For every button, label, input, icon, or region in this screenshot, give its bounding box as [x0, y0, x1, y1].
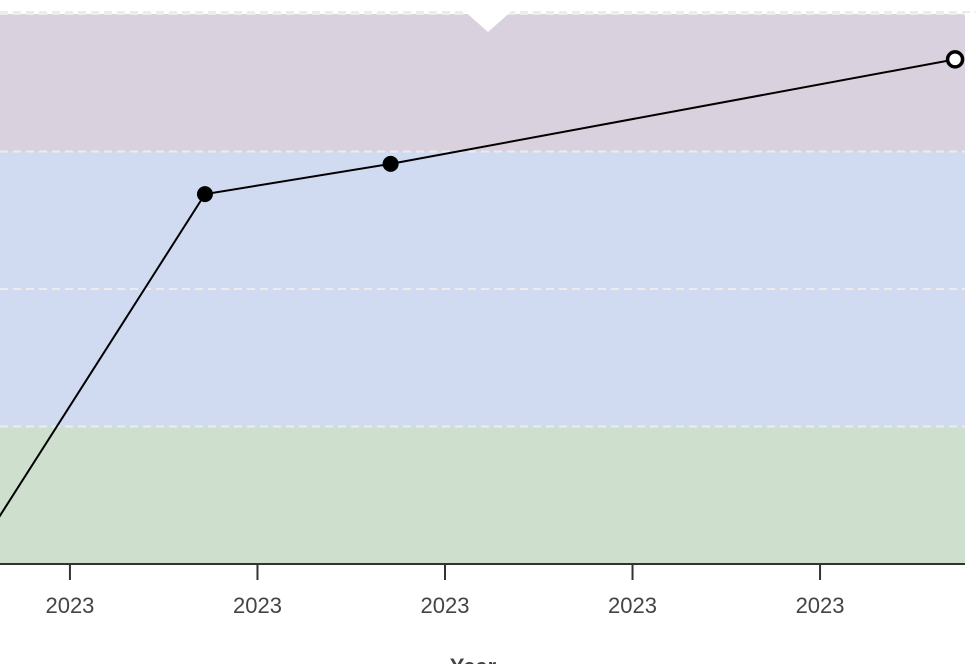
tooltip-pointer [452, 0, 524, 32]
x-tick-label: 2023 [421, 593, 470, 618]
x-tick-label: 2023 [796, 593, 845, 618]
point [945, 50, 965, 69]
x-axis: 2023 2023 2023 2023 2023 [0, 563, 965, 618]
x-tick-label: 2023 [608, 593, 657, 618]
point [382, 155, 399, 172]
x-tick-label: 2023 [233, 593, 282, 618]
line [0, 58, 956, 518]
x-axis-title: Year [450, 654, 497, 664]
band [0, 426, 965, 564]
point [196, 186, 213, 203]
band [0, 14, 965, 152]
x-tick-label: 2023 [45, 593, 94, 618]
plot-area [0, 50, 965, 518]
